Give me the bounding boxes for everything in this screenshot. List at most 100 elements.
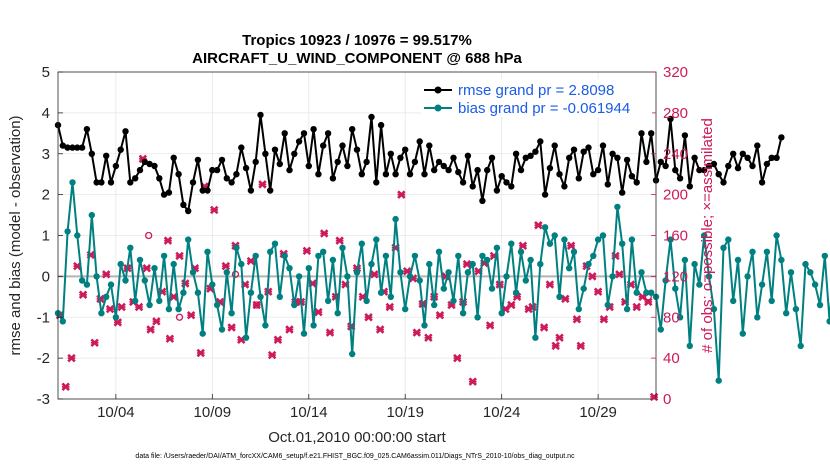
rmse-point — [93, 179, 100, 186]
obs-assimilated-marker — [385, 302, 395, 312]
rmse-point — [146, 160, 153, 168]
bias-point — [267, 248, 274, 255]
bias-point — [69, 179, 76, 186]
bias-point — [541, 224, 549, 231]
rmse-point — [623, 156, 631, 164]
x-tick-label: 10/04 — [97, 404, 135, 421]
bias-point — [681, 256, 689, 264]
bias-point — [64, 228, 71, 235]
bias-point — [262, 322, 269, 329]
bias-point — [344, 273, 351, 280]
legend-rmse-marker — [434, 86, 442, 94]
bias-point — [537, 260, 544, 268]
bias-point — [271, 240, 279, 247]
bias-point — [599, 232, 607, 239]
rmse-point — [556, 171, 563, 178]
obs-assimilated-marker — [302, 246, 312, 256]
bias-point — [532, 334, 539, 341]
bias-point — [749, 248, 756, 255]
rmse-point — [459, 179, 467, 186]
y-axis-right-ticks: 0 40 80 120 160 200 240 280 320 — [651, 64, 688, 408]
bias-point — [594, 236, 602, 243]
rmse-point — [681, 132, 689, 139]
rmse-point — [238, 144, 245, 151]
bias-point — [382, 252, 390, 260]
bias-point — [170, 260, 177, 268]
bias-point — [218, 326, 226, 333]
y-axis-left-ticks: -3 -2 -1 0 1 2 3 4 5 — [37, 64, 63, 408]
bias-point — [103, 293, 110, 300]
bias-point — [479, 252, 486, 260]
rmse-point — [88, 150, 96, 157]
rmse-point — [599, 142, 607, 149]
rmse-point — [676, 175, 684, 182]
bias-point — [734, 256, 742, 264]
obs-assimilated-marker — [561, 294, 570, 304]
bias-point — [88, 211, 96, 219]
bias-point — [459, 310, 467, 317]
bias-point — [657, 326, 664, 333]
obs-assimilated-marker — [319, 229, 329, 238]
rmse-point — [426, 142, 433, 149]
rmse-point — [585, 144, 592, 151]
rmse-point — [334, 158, 341, 166]
rmse-point — [233, 171, 240, 178]
rmse-point — [609, 150, 616, 157]
bias-point — [209, 281, 216, 288]
rmse-point — [715, 171, 722, 178]
rmse-point — [180, 201, 187, 208]
bias-point — [778, 256, 785, 264]
rmse-point — [705, 162, 713, 170]
y-right-tick-label: 160 — [663, 228, 688, 245]
rmse-point — [614, 154, 621, 161]
obs-assimilated-marker — [593, 287, 603, 296]
bias-point — [377, 289, 385, 296]
obs-assimilated-marker — [258, 180, 267, 189]
obs-assimilated-marker — [335, 236, 344, 245]
bias-point — [585, 260, 592, 268]
bias-point — [363, 297, 370, 305]
bias-point — [498, 310, 505, 317]
obs-assimilated-marker — [507, 300, 516, 310]
bias-point — [821, 252, 828, 260]
bias-point — [353, 269, 361, 276]
y-right-tick-label: 0 — [663, 391, 671, 408]
rmse-point — [165, 189, 173, 196]
bias-point — [720, 244, 727, 251]
rmse-point — [522, 154, 529, 161]
bias-point — [59, 318, 66, 325]
obs-assimilated-marker — [599, 315, 609, 324]
rmse-point — [136, 166, 144, 174]
bias-point — [310, 322, 317, 329]
rmse-point — [411, 158, 419, 166]
x-tick-label: 10/09 — [194, 404, 232, 421]
rmse-point — [315, 171, 322, 178]
rmse-point — [696, 166, 703, 174]
rmse-point — [286, 166, 293, 174]
obs-assimilated-marker — [152, 317, 161, 326]
bias-point — [556, 293, 563, 300]
obs-assimilated-marker — [227, 323, 236, 332]
rmse-point — [648, 130, 655, 137]
bias-point — [691, 260, 698, 268]
rmse-point — [103, 152, 110, 159]
y-right-tick-label: 280 — [663, 105, 688, 122]
rmse-point — [64, 144, 71, 151]
bias-point — [696, 281, 703, 288]
legend-bias-label: bias grand pr = -0.061944 — [458, 100, 630, 117]
rmse-point — [541, 191, 549, 198]
rmse-point — [493, 187, 501, 194]
obs-assimilated-marker — [588, 272, 597, 281]
bias-point — [758, 281, 766, 288]
obs-assimilated-marker — [134, 302, 144, 312]
rmse-point — [382, 171, 390, 178]
obs-assimilated-marker — [462, 259, 472, 269]
legend-rmse-label: rmse grand pr = 2.8098 — [458, 82, 614, 99]
bias-point — [648, 289, 655, 296]
rmse-point — [628, 173, 636, 180]
bias-point — [522, 277, 529, 284]
rmse-point — [242, 164, 250, 172]
obs-assimilated-marker — [468, 377, 477, 386]
rmse-point — [377, 121, 385, 129]
